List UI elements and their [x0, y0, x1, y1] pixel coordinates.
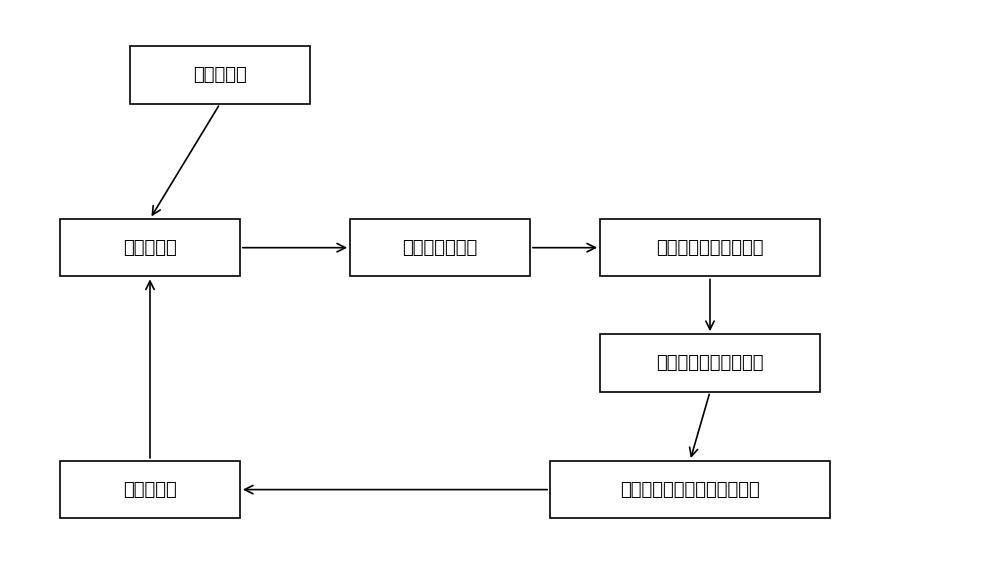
Text: 有机物吸附: 有机物吸附 — [123, 238, 177, 257]
FancyBboxPatch shape — [550, 461, 830, 518]
Text: 微生物燃料电池的驯化和运行: 微生物燃料电池的驯化和运行 — [620, 480, 760, 499]
FancyBboxPatch shape — [600, 219, 820, 276]
FancyBboxPatch shape — [350, 219, 530, 276]
Text: 阳极电极液配制: 阳极电极液配制 — [402, 238, 478, 257]
Text: 微生物燃料电池的配置: 微生物燃料电池的配置 — [656, 238, 764, 257]
Text: 微生物燃料电池的启动: 微生物燃料电池的启动 — [656, 354, 764, 372]
FancyBboxPatch shape — [60, 219, 240, 276]
FancyBboxPatch shape — [60, 461, 240, 518]
FancyBboxPatch shape — [600, 334, 820, 392]
FancyBboxPatch shape — [130, 46, 310, 104]
Text: 生物炭制备: 生物炭制备 — [193, 66, 247, 84]
Text: 生物炭再生: 生物炭再生 — [123, 480, 177, 499]
